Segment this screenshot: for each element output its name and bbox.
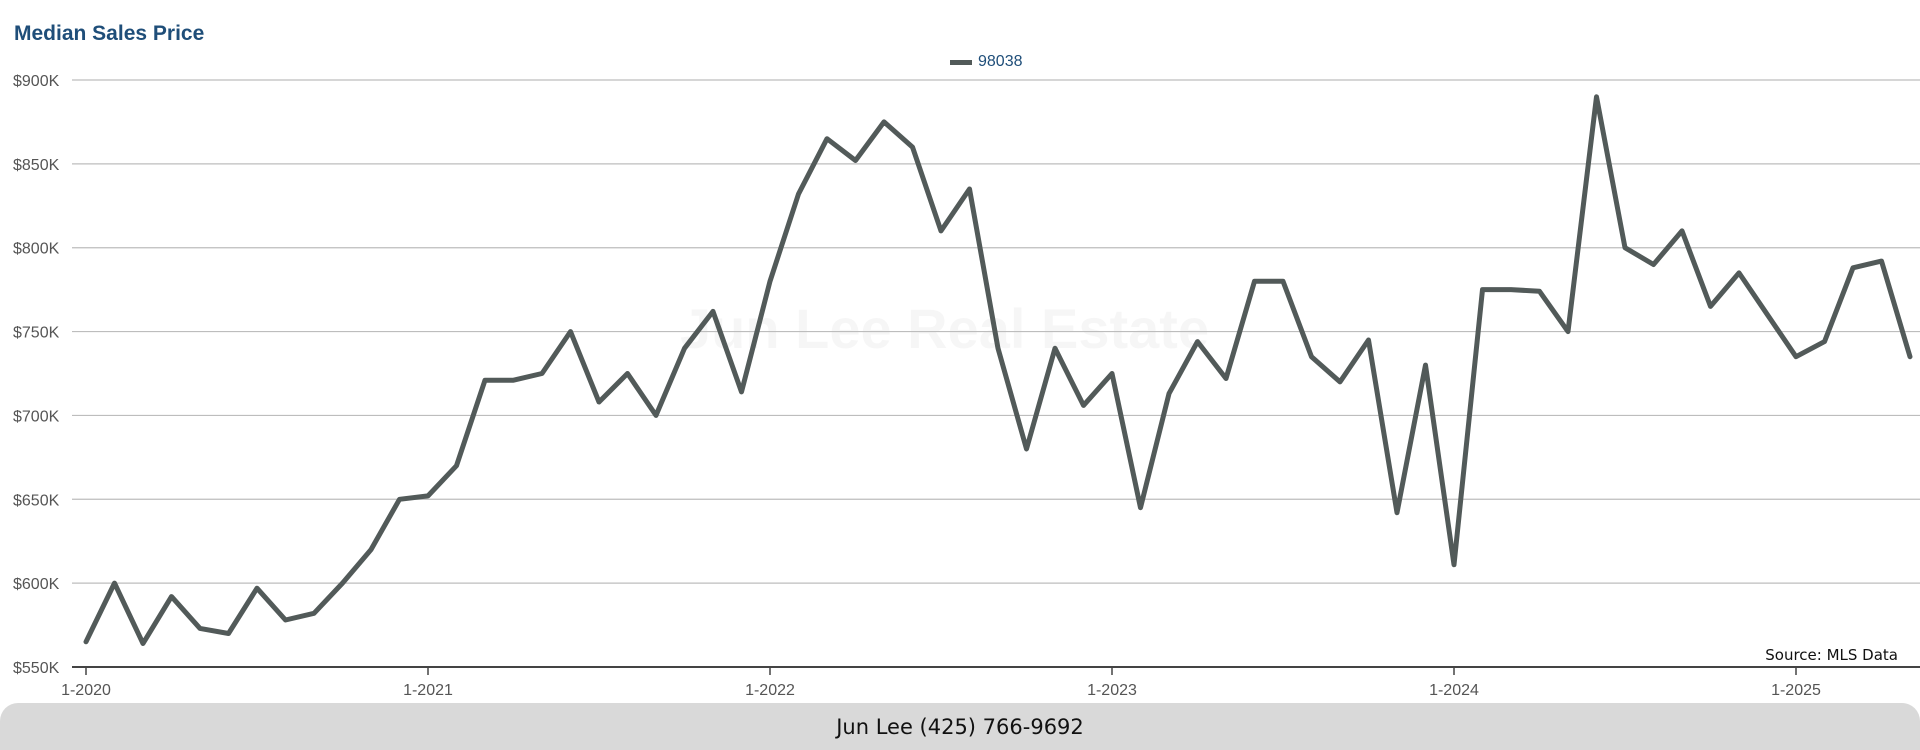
- x-tick-label: 1-2023: [1087, 682, 1137, 699]
- y-tick-label: $900K: [13, 73, 60, 90]
- series-lines: [83, 94, 1913, 646]
- x-axis-ticks: 1-2020 1-2021 1-2022 1-2023 1-2024 1-2025: [61, 667, 1821, 699]
- y-tick-label: $850K: [13, 157, 60, 174]
- chart-title: Median Sales Price: [14, 22, 205, 45]
- y-axis-ticks: $550K $600K $650K $700K $750K $800K $850K $900K: [13, 73, 60, 677]
- source-note: Source: MLS Data: [1765, 646, 1898, 664]
- y-tick-label: $800K: [13, 241, 60, 258]
- x-tick-label: 1-2021: [403, 682, 453, 699]
- legend[interactable]: 98038: [950, 53, 1023, 71]
- legend-swatch: [950, 59, 972, 65]
- x-tick-label: 1-2020: [61, 682, 111, 699]
- y-tick-label: $650K: [13, 492, 60, 509]
- x-tick-label: 1-2025: [1771, 682, 1821, 699]
- y-tick-label: $550K: [13, 660, 60, 677]
- y-tick-label: $600K: [13, 576, 60, 593]
- chart-plot: $550K $600K $650K $700K $750K $800K $850K $900K…: [13, 73, 1920, 699]
- y-tick-label: $700K: [13, 408, 60, 425]
- legend-label: 98038: [978, 53, 1023, 70]
- y-tick-label: $750K: [13, 325, 60, 342]
- series-line-98038: [83, 94, 1913, 646]
- x-tick-label: 1-2022: [745, 682, 795, 699]
- gridlines: [72, 79, 1920, 668]
- footer-contact: Jun Lee (425) 766-9692: [836, 714, 1084, 739]
- x-tick-label: 1-2024: [1429, 682, 1479, 699]
- footer-bar: Jun Lee (425) 766-9692: [0, 703, 1920, 750]
